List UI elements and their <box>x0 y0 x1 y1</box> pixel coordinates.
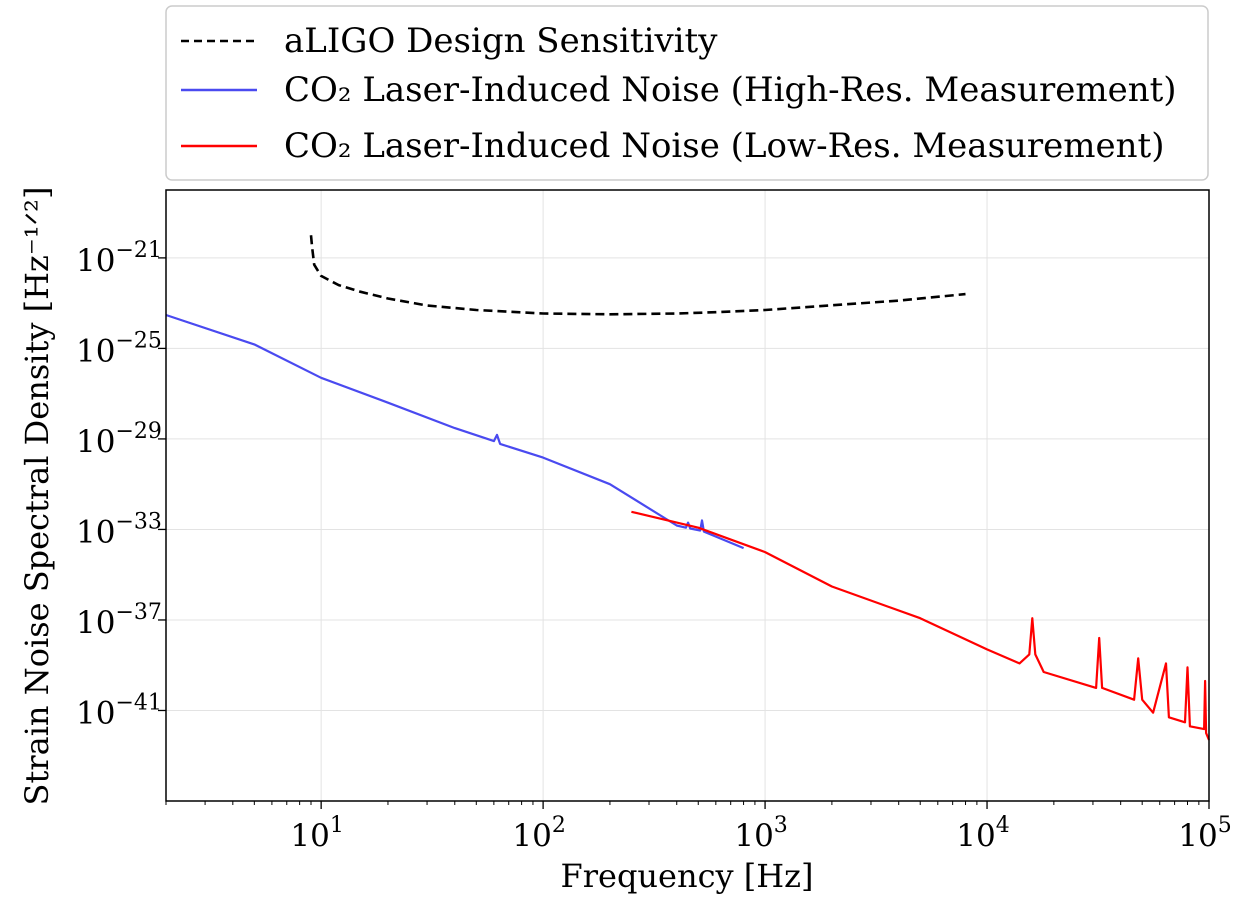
series-line-high-res <box>165 313 745 550</box>
x-axis-label: Frequency [Hz] <box>561 857 814 895</box>
legend-label-low-res: CO₂ Laser-Induced Noise (Low-Res. Measur… <box>284 126 1164 166</box>
y-tick-label: 10−41 <box>76 690 162 731</box>
x-tick-label: 102 <box>512 813 565 854</box>
y-tick-label: 10−37 <box>76 600 162 641</box>
series-line-low-res <box>631 510 1211 741</box>
x-tick-label: 103 <box>734 813 787 854</box>
ticks: 101 102 103 104 105 10−21 10−25 10−29 10−33 10−37… <box>76 238 1232 854</box>
legend-label-high-res: CO₂ Laser-Induced Noise (High-Res. Measu… <box>284 70 1177 110</box>
y-tick-label: 10−21 <box>76 238 162 279</box>
x-tick-label: 101 <box>290 813 343 854</box>
series-line-aligo <box>309 235 966 316</box>
x-tick-label: 104 <box>956 813 1009 854</box>
legend-frame <box>165 5 1209 181</box>
legend: aLIGO Design Sensitivity CO₂ Laser-Induc… <box>165 5 1209 181</box>
grid <box>166 190 1210 801</box>
y-axis-label: Strain Noise Spectral Density [Hz⁻¹ᐟ²] <box>18 187 56 806</box>
y-tick-label: 10−29 <box>76 419 162 460</box>
x-tick-label: 105 <box>1178 813 1231 854</box>
y-tick-label: 10−25 <box>76 328 162 369</box>
legend-label-aligo: aLIGO Design Sensitivity <box>284 21 718 61</box>
series-layer <box>165 235 1211 741</box>
y-tick-label: 10−33 <box>76 509 162 550</box>
plot-frame <box>165 189 1210 802</box>
